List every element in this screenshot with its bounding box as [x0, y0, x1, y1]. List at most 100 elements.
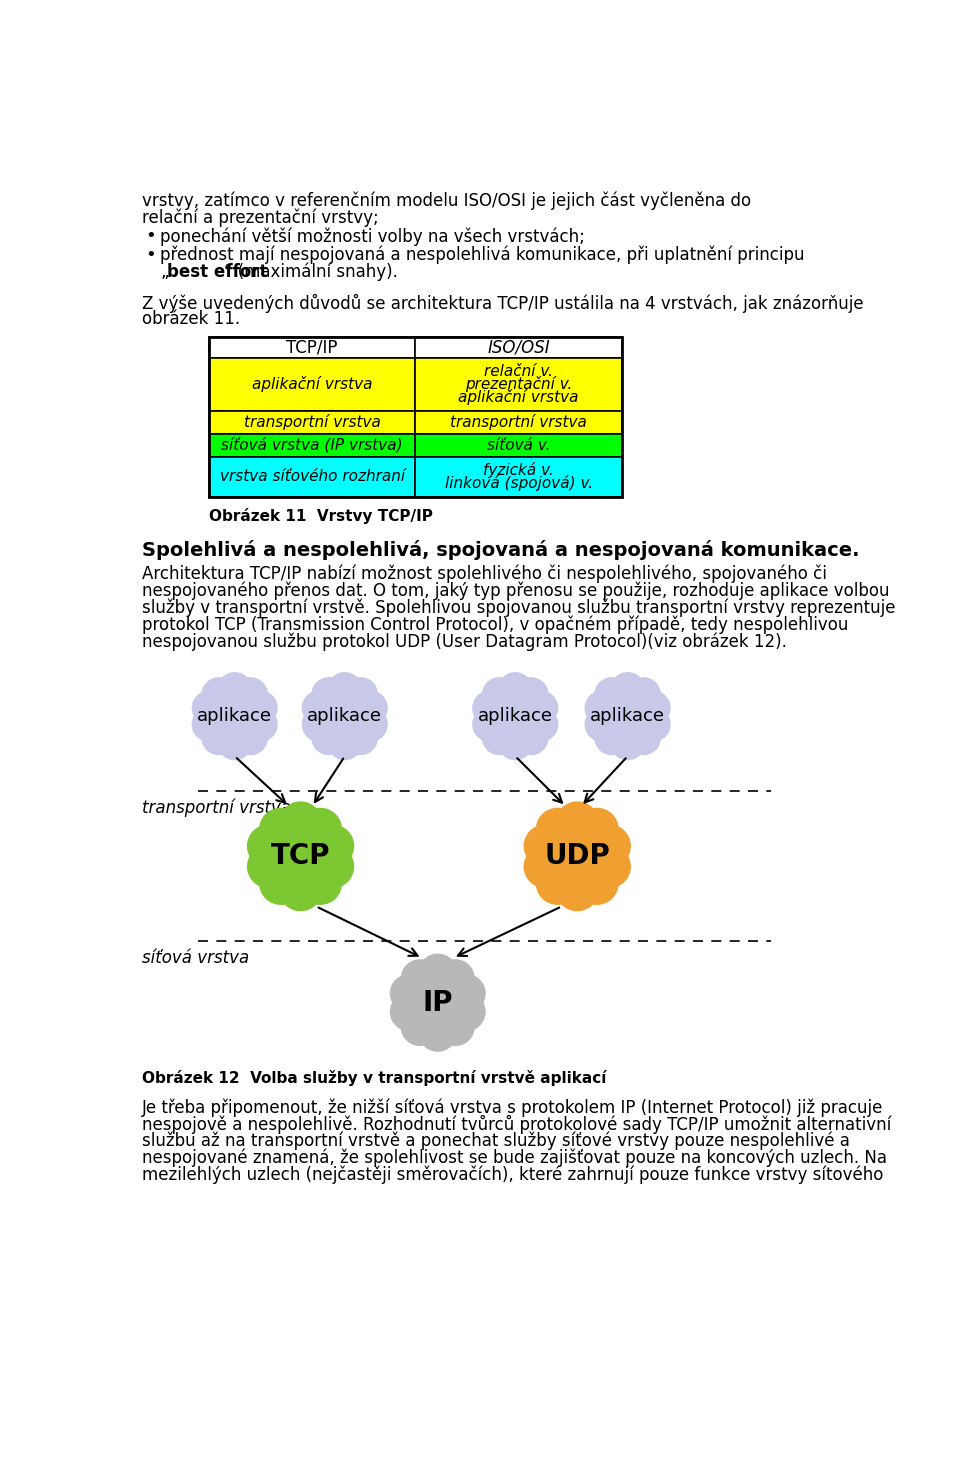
- Circle shape: [524, 691, 558, 725]
- Circle shape: [271, 826, 331, 887]
- Circle shape: [344, 678, 377, 712]
- Circle shape: [344, 721, 377, 755]
- Bar: [209, 433, 416, 457]
- Bar: [416, 337, 622, 357]
- Text: vrstvy, zatímco v referenčním modelu ISO/OSI je jejich část vyčleněna do: vrstvy, zatímco v referenčním modelu ISO…: [142, 191, 751, 211]
- Text: ponechání větší možnosti volby na všech vrstvách;: ponechání větší možnosti volby na všech …: [160, 227, 586, 246]
- Text: Obrázek 11  Vrstvy TCP/IP: Obrázek 11 Vrstvy TCP/IP: [209, 507, 433, 523]
- Circle shape: [202, 678, 236, 712]
- Text: službu až na transportní vrstvě a ponechat služby síťové vrstvy pouze nespolehli: službu až na transportní vrstvě a ponech…: [142, 1132, 850, 1151]
- Text: transportní vrstva: transportní vrstva: [450, 414, 588, 430]
- Circle shape: [248, 825, 290, 868]
- Text: best effort: best effort: [167, 262, 268, 280]
- Text: •: •: [145, 246, 156, 264]
- Circle shape: [391, 974, 428, 1013]
- Text: Obrázek 12  Volba služby v transportní vrstvě aplikací: Obrázek 12 Volba služby v transportní vr…: [142, 1071, 606, 1087]
- Circle shape: [192, 691, 227, 725]
- Circle shape: [627, 678, 660, 712]
- Text: Spolehlivá a nespolehlivá, spojovaná a nespojovaná komunikace.: Spolehlivá a nespolehlivá, spojovaná a n…: [142, 540, 859, 561]
- Circle shape: [447, 974, 485, 1013]
- Text: IP: IP: [422, 989, 453, 1017]
- Text: vrstva síťového rozhraní: vrstva síťového rozhraní: [220, 469, 405, 485]
- Circle shape: [411, 976, 465, 1029]
- Text: TCP/IP: TCP/IP: [286, 338, 338, 356]
- Text: prezentační v.: prezentační v.: [465, 377, 572, 393]
- Text: služby v transportní vrstvě. Spolehlivou spojovanou službu transportní vrstvy re: služby v transportní vrstvě. Spolehlivou…: [142, 598, 895, 617]
- Text: TCP: TCP: [271, 842, 330, 871]
- Bar: [209, 357, 416, 411]
- Text: síťová vrstva: síťová vrstva: [142, 949, 249, 967]
- Circle shape: [419, 954, 457, 992]
- Circle shape: [588, 845, 630, 888]
- Circle shape: [604, 693, 652, 740]
- Bar: [209, 337, 622, 497]
- Circle shape: [300, 862, 342, 905]
- Bar: [209, 337, 416, 357]
- Bar: [416, 433, 622, 457]
- Text: nespojově a nespolehlivě. Rozhodnutí tvůrců protokolové sady TCP/IP umožnit alte: nespojově a nespolehlivě. Rozhodnutí tvů…: [142, 1115, 891, 1134]
- Circle shape: [537, 808, 579, 850]
- Text: transportní vrstva: transportní vrstva: [142, 798, 291, 817]
- Text: Je třeba připomenout, že nižší síťová vrstva s protokolem IP (Internet Protocol): Je třeba připomenout, že nižší síťová vr…: [142, 1097, 883, 1117]
- Circle shape: [311, 845, 353, 888]
- Circle shape: [353, 691, 387, 725]
- Circle shape: [279, 802, 322, 844]
- Text: aplikace: aplikace: [478, 707, 553, 725]
- Text: mezilehlých uzlech (nejčastěji směrovačích), které zahrnují pouze funkce vrstvy : mezilehlých uzlech (nejčastěji směrovačí…: [142, 1166, 883, 1185]
- Circle shape: [233, 678, 267, 712]
- Circle shape: [419, 1013, 457, 1051]
- Circle shape: [537, 862, 579, 905]
- Circle shape: [447, 994, 485, 1031]
- Text: nespojované znamená, že spolehlivost se bude zajišťovat pouze na koncových uzlec: nespojované znamená, že spolehlivost se …: [142, 1149, 887, 1167]
- Circle shape: [473, 707, 507, 742]
- Circle shape: [547, 826, 608, 887]
- Text: relační v.: relační v.: [484, 363, 553, 378]
- Circle shape: [611, 727, 644, 759]
- Circle shape: [483, 721, 516, 755]
- Circle shape: [260, 808, 302, 850]
- Text: aplikace: aplikace: [307, 707, 382, 725]
- Text: síťová v.: síťová v.: [487, 437, 550, 452]
- Text: aplikační vrstva: aplikační vrstva: [252, 377, 372, 393]
- Circle shape: [353, 707, 387, 742]
- Circle shape: [218, 727, 252, 759]
- Circle shape: [636, 691, 670, 725]
- Circle shape: [302, 707, 336, 742]
- Circle shape: [556, 802, 598, 844]
- Circle shape: [243, 691, 277, 725]
- Circle shape: [300, 808, 342, 850]
- Circle shape: [611, 673, 644, 706]
- Text: UDP: UDP: [544, 842, 611, 871]
- Text: „: „: [160, 262, 169, 280]
- Circle shape: [636, 707, 670, 742]
- Circle shape: [311, 825, 353, 868]
- Circle shape: [595, 721, 629, 755]
- Circle shape: [524, 707, 558, 742]
- Text: “ (maximální snahy).: “ (maximální snahy).: [224, 262, 397, 282]
- Circle shape: [524, 845, 566, 888]
- Circle shape: [210, 693, 259, 740]
- Text: Architektura TCP/IP nabízí možnost spolehlivého či nespolehlivého, spojovaného č: Architektura TCP/IP nabízí možnost spole…: [142, 565, 827, 583]
- Text: protokol TCP (Transmission Control Protocol), v opačném případě, tedy nespolehli: protokol TCP (Transmission Control Proto…: [142, 615, 848, 633]
- Circle shape: [202, 721, 236, 755]
- Circle shape: [192, 707, 227, 742]
- Circle shape: [483, 678, 516, 712]
- Circle shape: [302, 691, 336, 725]
- Circle shape: [312, 678, 346, 712]
- Circle shape: [627, 721, 660, 755]
- Bar: [209, 411, 416, 433]
- Text: přednost mají nespojovaná a nespolehlivá komunikace, při uplatnění principu: přednost mají nespojovaná a nespolehlivá…: [160, 246, 804, 264]
- Bar: [416, 357, 622, 411]
- Text: nespojovanou službu protokol UDP (User Datagram Protocol)(viz obrázek 12).: nespojovanou službu protokol UDP (User D…: [142, 632, 786, 651]
- Text: fyzická v.: fyzická v.: [484, 463, 554, 478]
- Circle shape: [243, 707, 277, 742]
- Text: obrázek 11.: obrázek 11.: [142, 310, 240, 328]
- Circle shape: [391, 994, 428, 1031]
- Circle shape: [279, 869, 322, 911]
- Circle shape: [514, 721, 548, 755]
- Text: aplikace: aplikace: [197, 707, 273, 725]
- Circle shape: [576, 862, 618, 905]
- Circle shape: [327, 673, 362, 706]
- Circle shape: [437, 960, 474, 998]
- Circle shape: [576, 808, 618, 850]
